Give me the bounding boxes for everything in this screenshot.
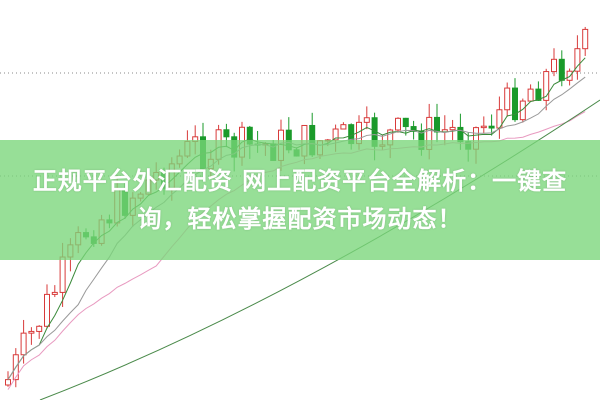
candle-up (5, 379, 11, 386)
candle-up (28, 330, 35, 334)
candle-up (504, 87, 511, 111)
candle-up (340, 124, 347, 130)
candle-up (582, 28, 589, 50)
candle-up (527, 88, 534, 102)
candle-up (332, 128, 339, 141)
candle-down (512, 87, 518, 121)
candle-down (488, 125, 495, 129)
candle-up (543, 71, 550, 101)
candle-up (480, 125, 487, 129)
candle-down (410, 126, 417, 132)
candle-down (434, 116, 440, 133)
candle-down (223, 129, 230, 138)
headline-banner: 正规平台外汇配资 网上配资平台全解析：一键查询，轻松掌握配资市场动态！ (0, 140, 600, 260)
candle-up (449, 126, 456, 131)
candle-up (59, 256, 66, 293)
headline: 正规平台外汇配资 网上配资平台全解析：一键查询，轻松掌握配资市场动态！ (32, 167, 568, 233)
candle-down (402, 117, 409, 128)
candle-up (51, 291, 58, 295)
candle-up (395, 117, 401, 131)
candle-up (574, 48, 581, 72)
candle-up (20, 332, 27, 356)
candle-up (551, 58, 557, 73)
candle-up (44, 293, 50, 327)
candle-up (36, 325, 43, 332)
candle-down (535, 88, 542, 101)
candle-up (363, 117, 370, 123)
candle-down (558, 58, 565, 81)
